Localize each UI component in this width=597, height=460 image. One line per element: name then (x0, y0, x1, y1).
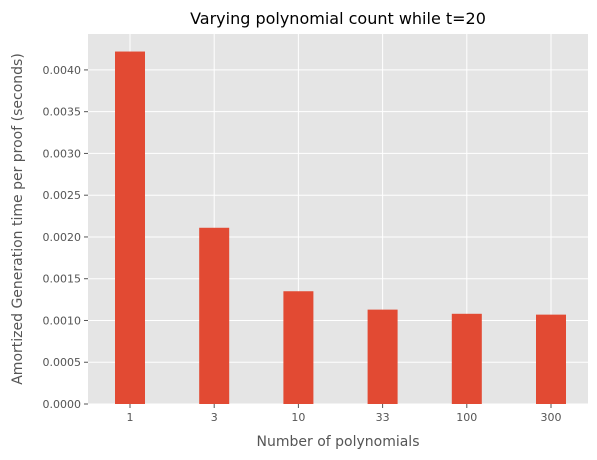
x-axis-title: Number of polynomials (257, 434, 420, 450)
chart-title: Varying polynomial count while t=20 (190, 9, 486, 28)
y-tick-label: 0.0000 (43, 398, 82, 411)
bar-33 (367, 309, 398, 404)
y-tick-label: 0.0005 (43, 356, 82, 369)
y-tick-label: 0.0040 (43, 64, 82, 77)
plot-area (88, 34, 588, 404)
y-axis-ticks: 0.0000 0.0005 0.0010 0.0015 0.0020 0.0025 0.00… (43, 64, 88, 411)
y-tick-label: 0.0025 (43, 189, 82, 202)
x-tick-label: 100 (456, 411, 477, 424)
y-axis-title: Amortized Generation time per proof (sec… (10, 53, 26, 385)
y-tick-label: 0.0020 (43, 231, 82, 244)
bar-100 (451, 313, 482, 404)
bar-10 (283, 291, 314, 404)
x-tick-label: 300 (541, 411, 562, 424)
y-tick-label: 0.0015 (43, 273, 82, 286)
bar-1 (115, 51, 145, 405)
x-tick-label: 33 (376, 411, 390, 424)
y-tick-label: 0.0010 (43, 314, 82, 327)
x-tick-label: 1 (127, 411, 134, 424)
bar-300 (536, 314, 566, 404)
x-tick-label: 3 (211, 411, 218, 424)
y-tick-label: 0.0030 (43, 147, 82, 160)
bars (115, 51, 566, 405)
x-axis-ticks: 1 3 10 33 100 300 (127, 404, 562, 424)
y-tick-label: 0.0035 (43, 106, 82, 119)
bar-3 (199, 227, 230, 404)
x-tick-label: 10 (291, 411, 305, 424)
